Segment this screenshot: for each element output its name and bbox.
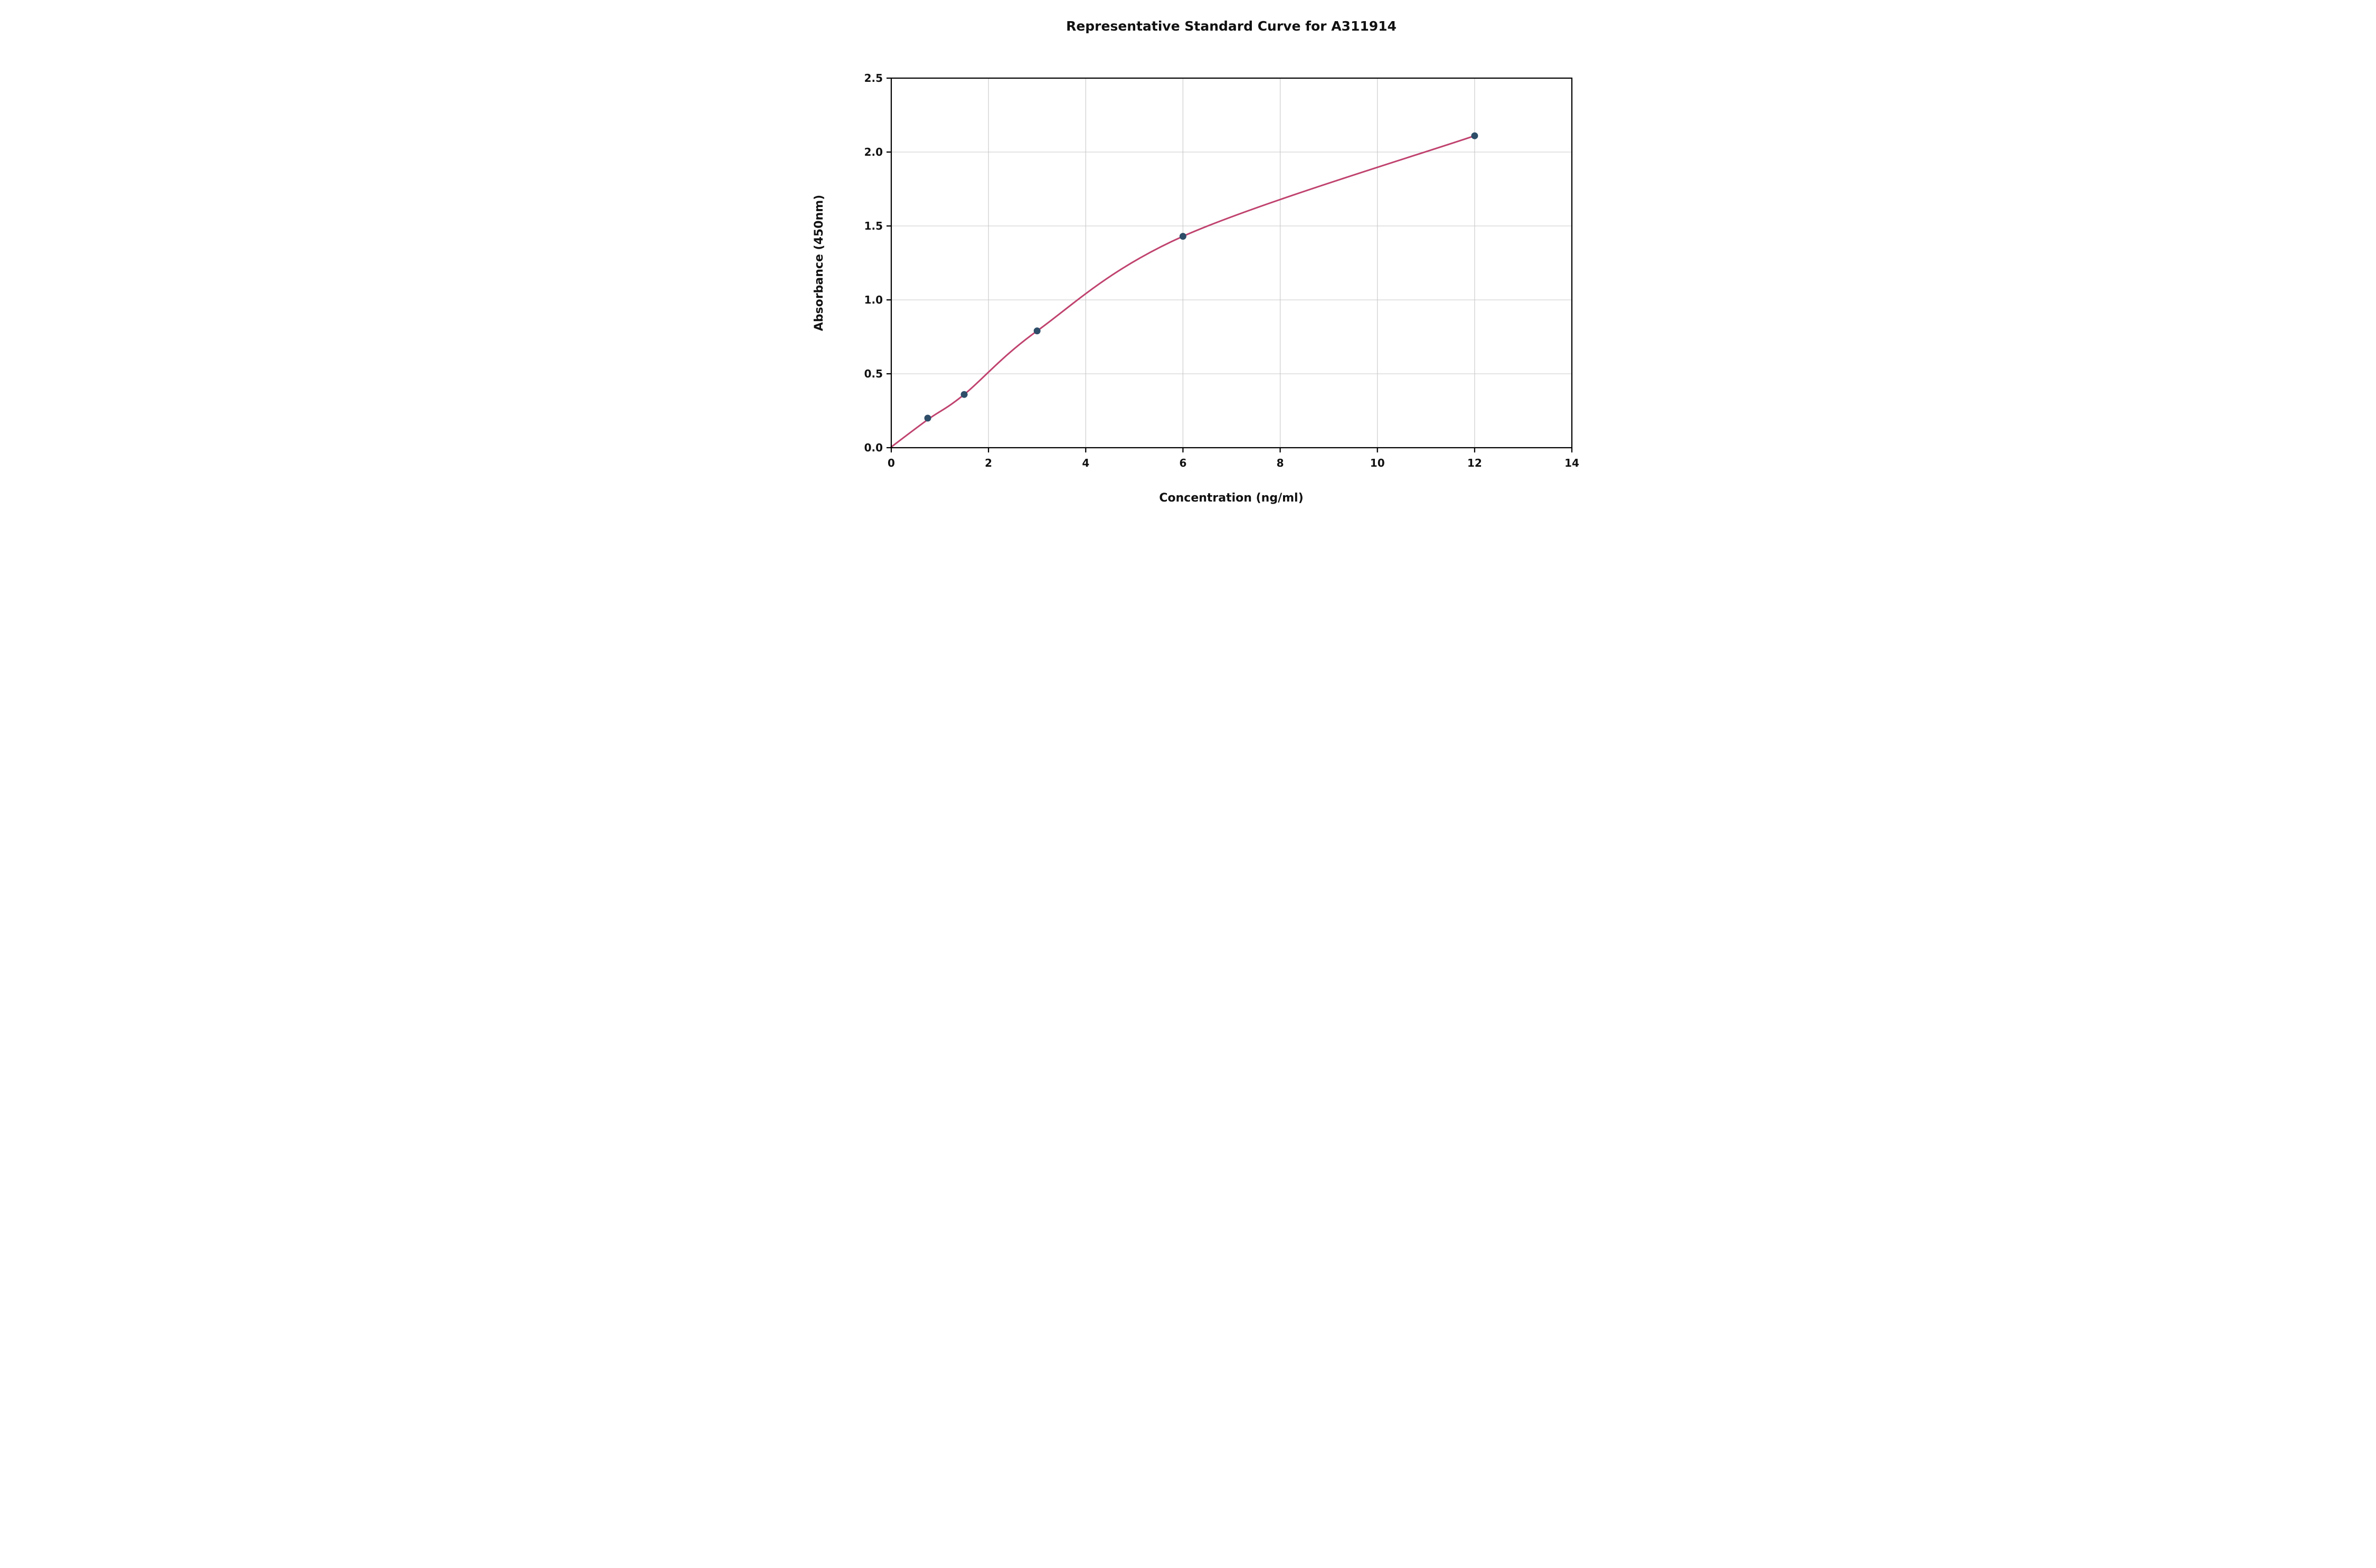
plot-frame bbox=[890, 77, 1573, 449]
y-tick-label: 1.5 bbox=[864, 220, 883, 232]
chart-canvas: 0 2 4 6 8 10 12 14 0.0 0.5 1.0 1.5 2.0 2.5 Representa… bbox=[792, 0, 1584, 523]
standard-curve-line bbox=[890, 135, 1476, 448]
x-tick-label: 8 bbox=[1277, 457, 1284, 469]
standard-curve-chart: 0 2 4 6 8 10 12 14 0.0 0.5 1.0 1.5 2.0 2.5 Representa… bbox=[792, 0, 1584, 523]
gridlines bbox=[891, 78, 1572, 448]
x-tick-label: 12 bbox=[1467, 457, 1482, 469]
y-tick-label: 1.0 bbox=[864, 294, 883, 306]
data-points bbox=[924, 132, 1478, 422]
data-point bbox=[924, 414, 931, 422]
data-point bbox=[1033, 327, 1041, 335]
y-tick-label: 0.5 bbox=[864, 367, 883, 380]
y-tick-label: 2.5 bbox=[864, 72, 883, 84]
x-tick-label: 10 bbox=[1370, 457, 1385, 469]
plot-series bbox=[890, 132, 1478, 448]
y-axis-label: Absorbance (450nm) bbox=[813, 195, 826, 331]
data-point bbox=[1179, 233, 1186, 240]
x-axis-label: Concentration (ng/ml) bbox=[1159, 492, 1303, 505]
x-tick-label: 0 bbox=[888, 457, 895, 469]
axis-ticks: 0 2 4 6 8 10 12 14 0.0 0.5 1.0 1.5 2.0 2.5 bbox=[864, 72, 1579, 469]
x-tick-label: 6 bbox=[1179, 457, 1186, 469]
x-tick-label: 4 bbox=[1082, 457, 1089, 469]
x-tick-label: 14 bbox=[1564, 457, 1579, 469]
y-tick-label: 0.0 bbox=[864, 441, 883, 454]
data-point bbox=[960, 391, 968, 398]
data-point bbox=[1471, 132, 1478, 139]
y-tick-label: 2.0 bbox=[864, 146, 883, 158]
page: 0 2 4 6 8 10 12 14 0.0 0.5 1.0 1.5 2.0 2.5 Representa… bbox=[0, 0, 2376, 523]
chart-title: Representative Standard Curve for A31191… bbox=[1066, 18, 1397, 34]
x-tick-label: 2 bbox=[985, 457, 992, 469]
